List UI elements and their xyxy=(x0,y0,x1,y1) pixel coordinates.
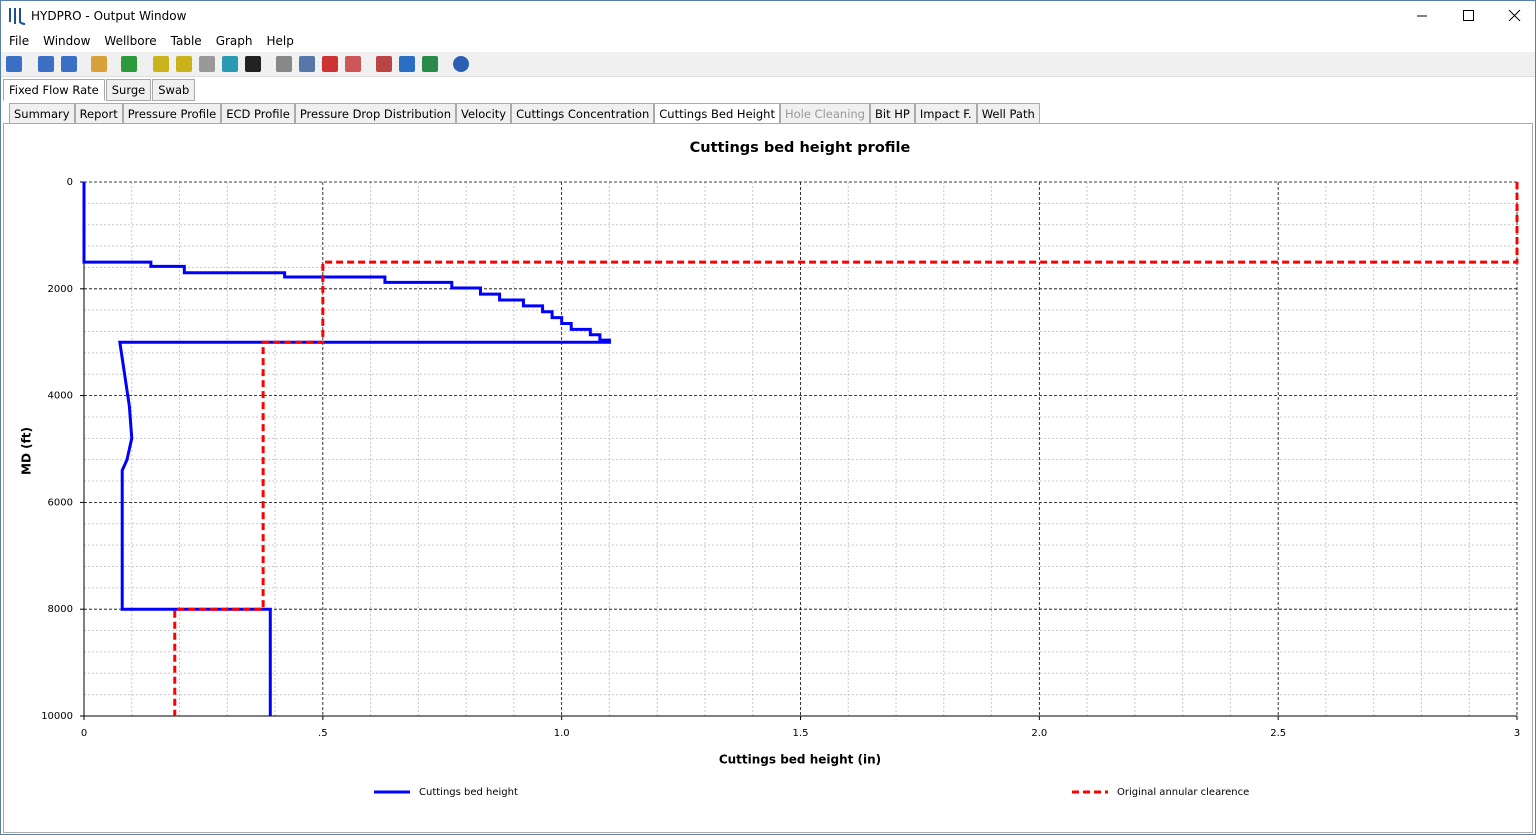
y-tick-label: 10000 xyxy=(41,711,73,722)
tab[interactable]: Pressure Profile xyxy=(122,103,222,125)
menu-bar: File Window Wellbore Table Graph Help xyxy=(1,32,1535,52)
x-tick-label: 1.0 xyxy=(554,728,570,739)
tab[interactable]: Summary xyxy=(9,103,75,125)
x-tick-label: 3 xyxy=(1514,728,1520,739)
tab[interactable]: Swab xyxy=(152,79,196,101)
tool-button[interactable] xyxy=(176,56,192,72)
tab[interactable]: Impact F. xyxy=(914,103,977,125)
series-line xyxy=(82,182,611,716)
tab[interactable]: Pressure Drop Distribution xyxy=(294,103,456,125)
tool-button[interactable] xyxy=(245,56,261,72)
tool-button[interactable] xyxy=(222,56,238,72)
tool-button[interactable] xyxy=(38,56,54,72)
legend-entry: Original annular clearence xyxy=(1072,787,1249,798)
x-tick-label: 0 xyxy=(81,728,87,739)
menu-item[interactable]: Window xyxy=(43,34,91,48)
tab[interactable]: Well Path xyxy=(976,103,1040,125)
tool-button[interactable] xyxy=(91,56,107,72)
tool-button[interactable] xyxy=(299,56,315,72)
maximize[interactable] xyxy=(1463,10,1474,21)
tool-button[interactable] xyxy=(199,56,215,72)
x-axis-label: Cuttings bed height (in) xyxy=(719,753,881,767)
tab: Hole Cleaning xyxy=(779,103,870,125)
tool-button[interactable] xyxy=(399,56,415,72)
close[interactable] xyxy=(1508,9,1521,22)
x-tick-label: 1.5 xyxy=(793,728,809,739)
app-icon xyxy=(9,8,26,25)
title-bar: HYDPRO - Output Window xyxy=(1,1,1535,31)
top-tabs: Fixed Flow Rate Surge Swab xyxy=(3,79,196,101)
tool-button[interactable] xyxy=(6,56,22,72)
legend-label: Original annular clearence xyxy=(1117,787,1249,798)
sub-tabs: Summary Report Pressure Profile ECD Prof… xyxy=(9,103,1040,125)
tab[interactable]: Surge xyxy=(105,79,152,101)
y-tick-label: 2000 xyxy=(48,284,73,295)
tab[interactable]: Fixed Flow Rate xyxy=(3,79,105,101)
menu-item[interactable]: Graph xyxy=(215,34,253,48)
x-tick-label: 2.0 xyxy=(1031,728,1047,739)
tool-button[interactable] xyxy=(153,56,169,72)
tool-button[interactable] xyxy=(121,56,137,72)
tab[interactable]: Cuttings Bed Height xyxy=(654,103,780,125)
menu-item[interactable]: File xyxy=(9,34,30,48)
chart-title: Cuttings bed height profile xyxy=(690,140,911,156)
legend-entry: Cuttings bed height xyxy=(374,787,518,798)
window-controls[interactable] xyxy=(1405,1,1535,31)
legend-label: Cuttings bed height xyxy=(419,787,518,798)
tab[interactable]: Report xyxy=(74,103,123,125)
chart-panel: Cuttings bed height profile Cuttings bed… xyxy=(3,123,1533,833)
x-tick-label: .5 xyxy=(318,728,328,739)
chart: Cuttings bed height profile Cuttings bed… xyxy=(20,140,1521,798)
x-tick-label: 2.5 xyxy=(1270,728,1286,739)
menu-item[interactable]: Table xyxy=(170,34,202,48)
tool-button[interactable] xyxy=(422,56,438,72)
y-tick-label: 8000 xyxy=(48,604,73,615)
series-line xyxy=(173,182,1519,716)
tool-button[interactable] xyxy=(61,56,77,72)
y-tick-label: 6000 xyxy=(48,497,73,508)
window-title: HYDPRO - Output Window xyxy=(31,9,187,23)
toolbar xyxy=(1,52,1535,77)
y-tick-label: 0 xyxy=(67,177,73,188)
tool-button[interactable] xyxy=(345,56,361,72)
tab[interactable]: ECD Profile xyxy=(221,103,295,125)
tool-button[interactable] xyxy=(376,56,392,72)
tab[interactable]: Cuttings Concentration xyxy=(511,103,655,125)
menu-item[interactable]: Help xyxy=(266,34,294,48)
tool-button[interactable] xyxy=(453,56,469,72)
tool-button[interactable] xyxy=(276,56,292,72)
menu-item[interactable]: Wellbore xyxy=(104,34,157,48)
tab[interactable]: Bit HP xyxy=(869,103,915,125)
tab[interactable]: Velocity xyxy=(456,103,512,125)
y-axis-label: MD (ft) xyxy=(20,427,34,475)
y-tick-label: 4000 xyxy=(48,391,73,402)
tool-button[interactable] xyxy=(322,56,338,72)
